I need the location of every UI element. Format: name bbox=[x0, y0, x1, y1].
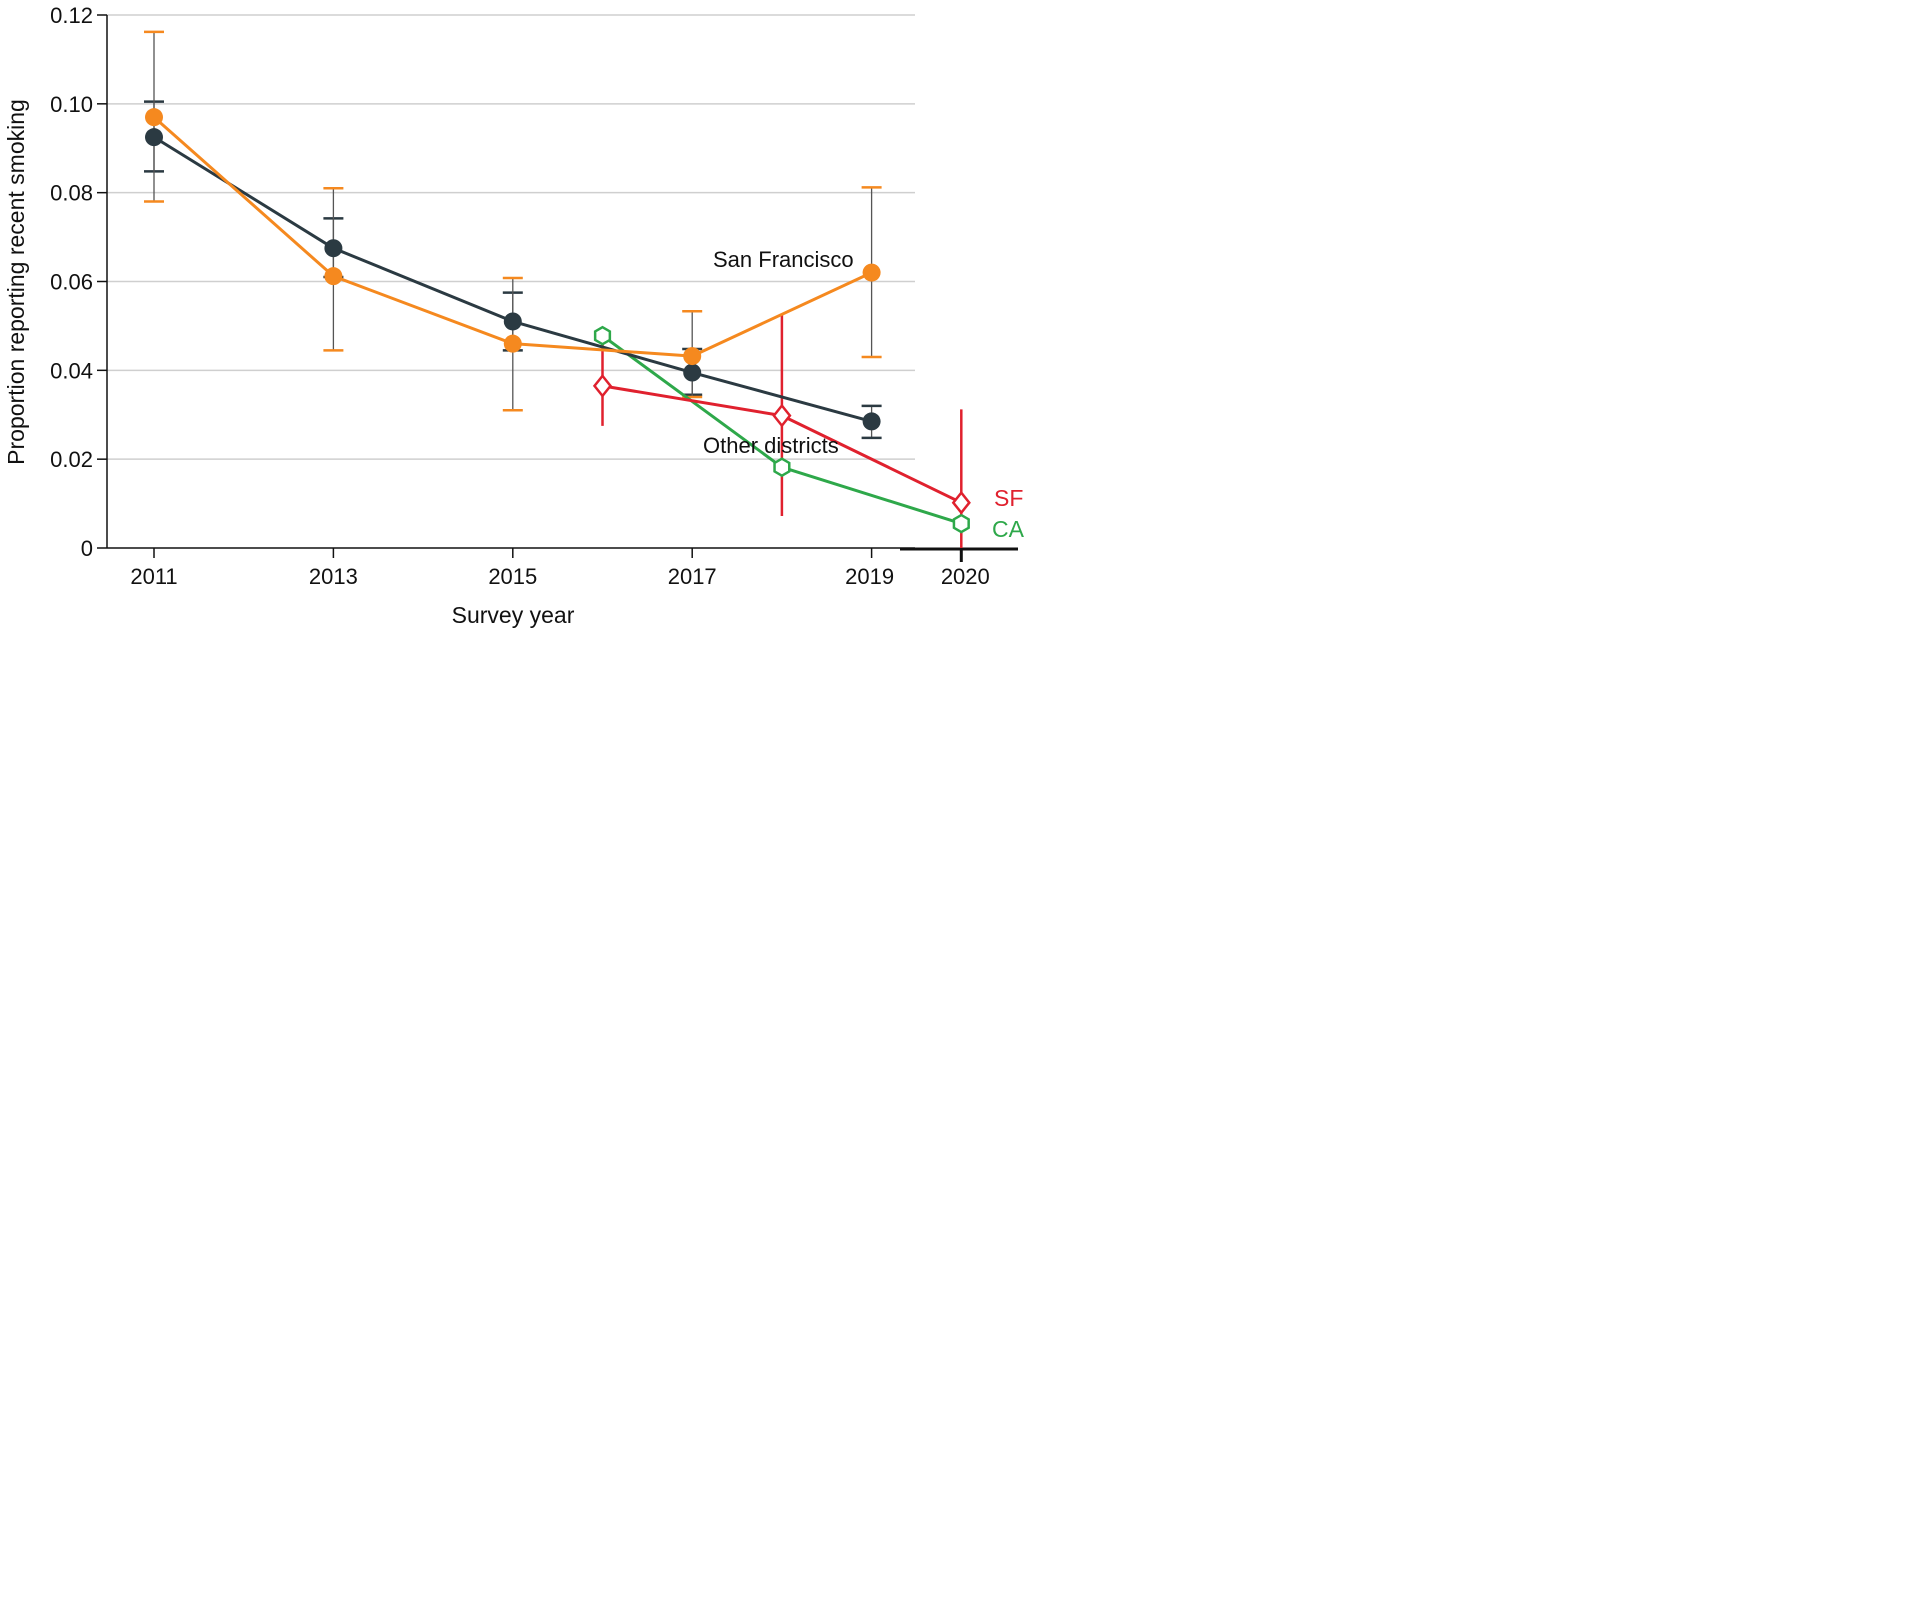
y-tick-label: 0.08 bbox=[50, 181, 93, 206]
annotation-sf: SF bbox=[994, 485, 1023, 511]
x-tick-label: 2019 bbox=[845, 564, 894, 589]
y-tick-label: 0.06 bbox=[50, 270, 93, 295]
gridlines bbox=[107, 14, 915, 460]
point-san_francisco bbox=[862, 263, 881, 282]
point-other_districts bbox=[862, 412, 881, 431]
x-tick-label: 2013 bbox=[309, 564, 358, 589]
x-tick-label: 2020 bbox=[941, 564, 990, 589]
point-ca bbox=[773, 457, 791, 478]
point-sf bbox=[951, 490, 971, 515]
x-tick-label: 2017 bbox=[668, 564, 717, 589]
x-tick-labels: 2011 2013 2015 2017 2019 2020 bbox=[130, 564, 989, 589]
x-axis-title: Survey year bbox=[452, 602, 575, 628]
point-sf bbox=[772, 403, 792, 428]
y-tick-label: 0.04 bbox=[50, 358, 93, 383]
point-sf bbox=[592, 373, 613, 398]
point-san_francisco bbox=[324, 267, 343, 286]
point-ca bbox=[952, 513, 970, 534]
point-san_francisco bbox=[503, 334, 522, 353]
point-san_francisco bbox=[683, 347, 702, 366]
y-axis-title: Proportion reporting recent smoking bbox=[3, 99, 29, 465]
point-other_districts bbox=[145, 128, 163, 147]
y-tick-label: 0.10 bbox=[50, 92, 93, 117]
point-other_districts bbox=[503, 312, 522, 331]
y-tick-label: 0.02 bbox=[50, 447, 93, 472]
axes bbox=[97, 14, 1018, 562]
annotation-ca: CA bbox=[992, 516, 1025, 542]
y-tick-labels: 0 0.02 0.04 0.06 0.08 0.10 0.12 bbox=[50, 3, 93, 561]
y-tick-label: 0 bbox=[81, 536, 93, 561]
point-ca bbox=[593, 325, 612, 346]
annotation-san-francisco: San Francisco bbox=[713, 247, 854, 272]
x-tick-label: 2015 bbox=[488, 564, 537, 589]
annotation-other-districts: Other districts bbox=[703, 433, 839, 458]
point-other_districts bbox=[324, 239, 343, 258]
point-other_districts bbox=[683, 363, 702, 382]
series-layer bbox=[144, 30, 971, 548]
x-tick-label: 2011 bbox=[130, 564, 177, 589]
point-san_francisco bbox=[145, 108, 163, 127]
y-tick-label: 0.12 bbox=[50, 3, 93, 28]
